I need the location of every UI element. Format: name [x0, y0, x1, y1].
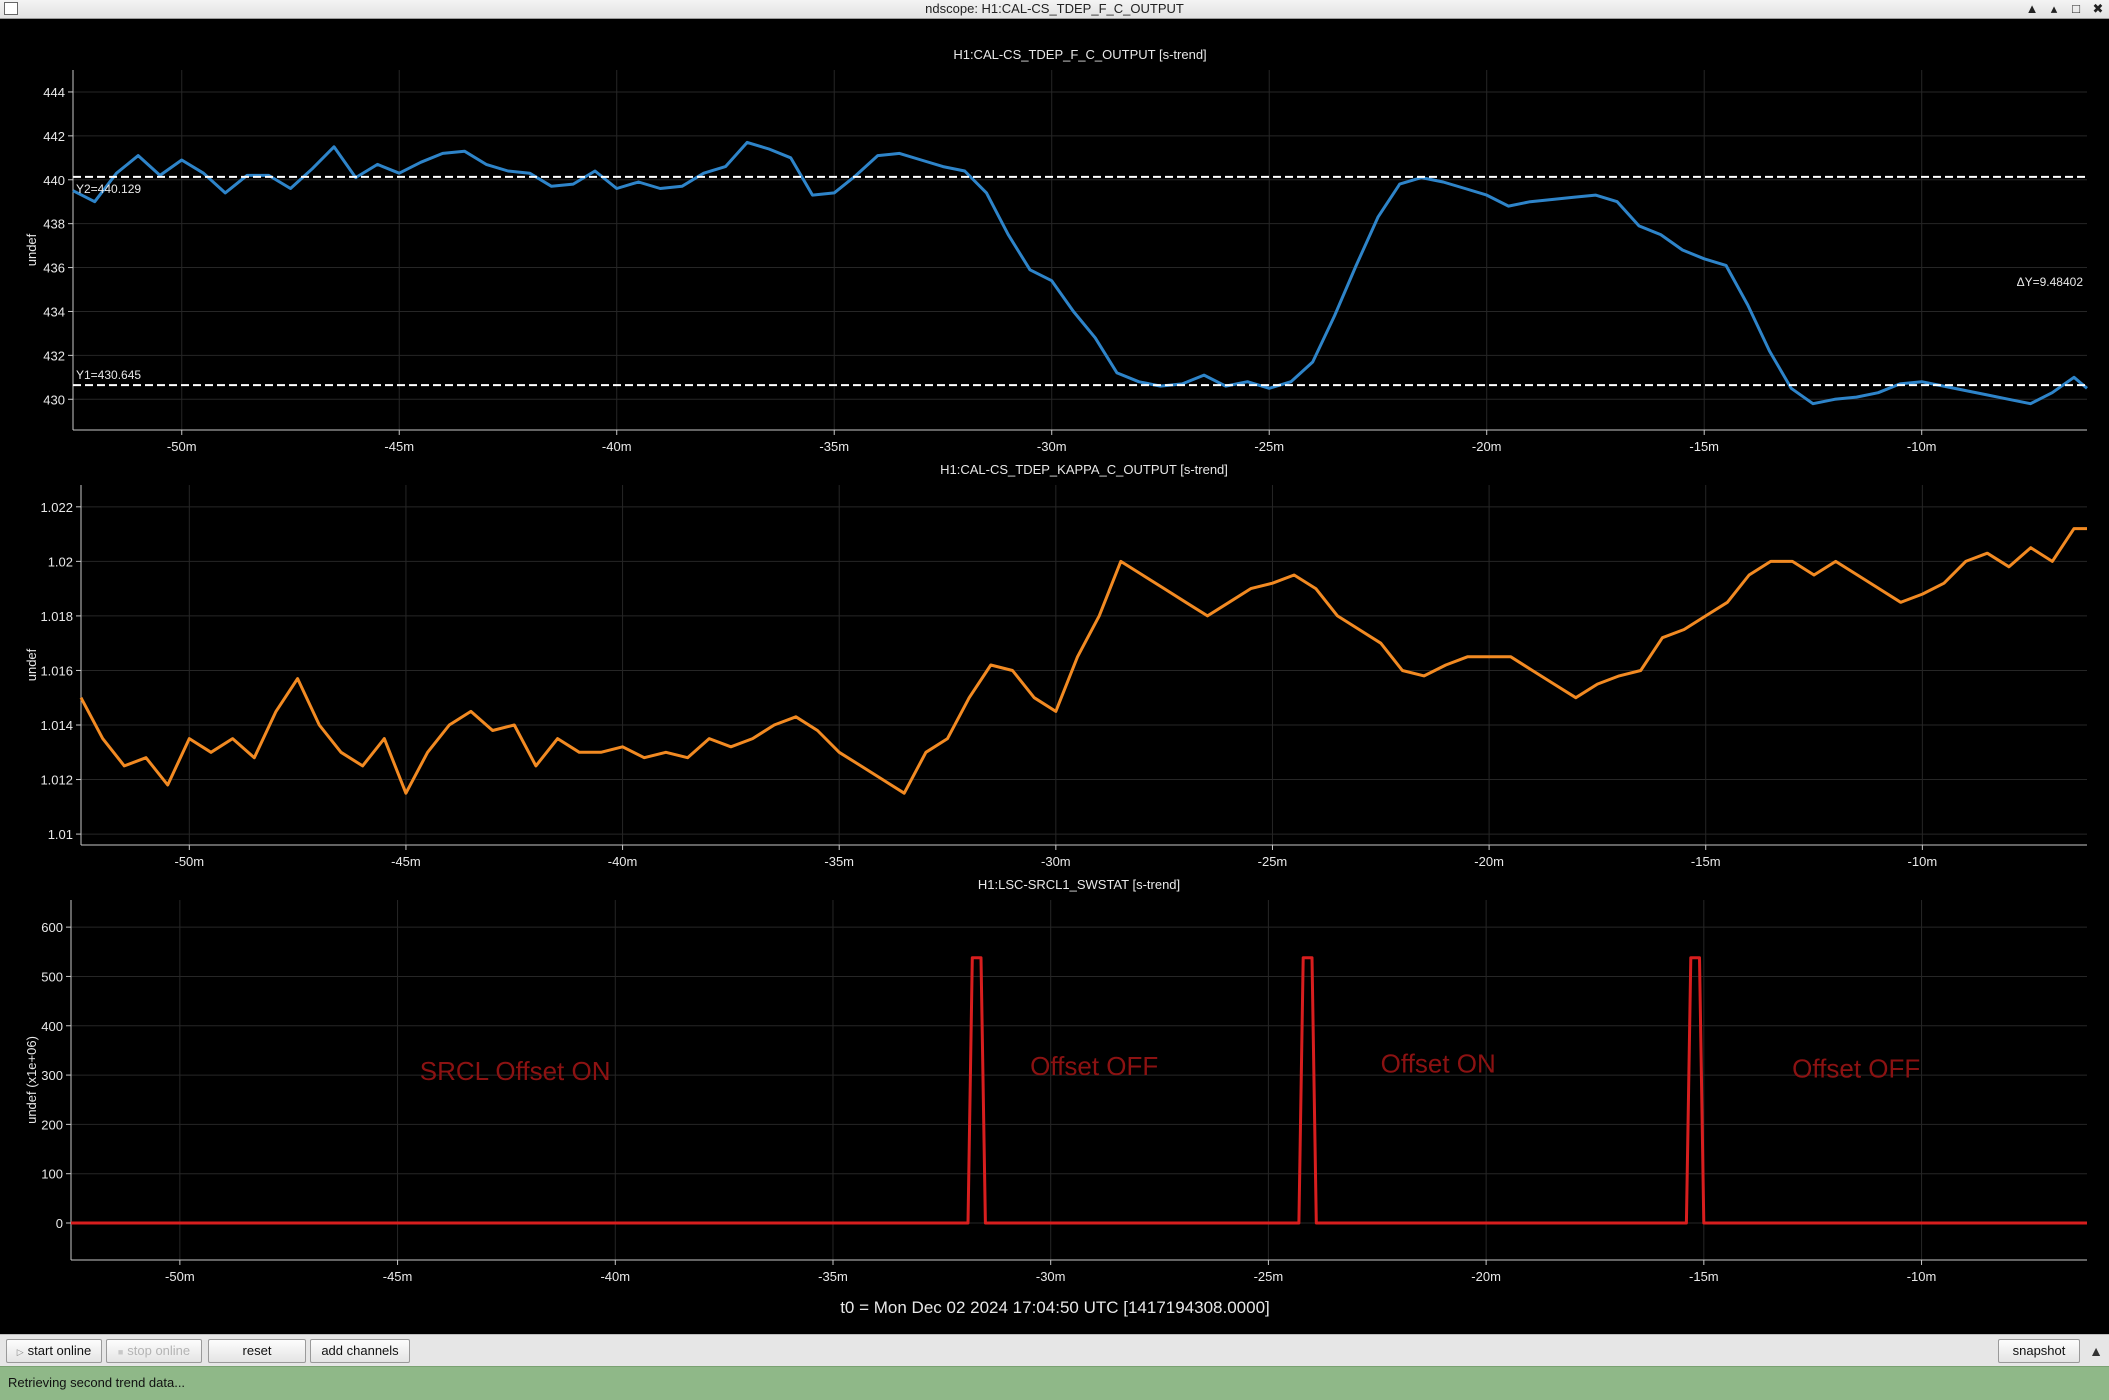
plot-area[interactable]: H1:CAL-CS_TDEP_F_C_OUTPUT [s-trend] undef…	[0, 19, 2109, 1334]
x-tick-label: -35m	[824, 854, 854, 869]
x-tick-label: -15m	[1689, 439, 1719, 454]
x-tick-label: -20m	[1472, 439, 1502, 454]
annotation-text: Offset ON	[1381, 1049, 1496, 1079]
x-tick-label: -25m	[1254, 1269, 1284, 1284]
reset-button[interactable]: reset	[208, 1339, 306, 1363]
y-tick-label: 1.022	[40, 500, 73, 515]
window-titlebar: ndscope: H1:CAL-CS_TDEP_F_C_OUTPUT ▲ ▴ □…	[0, 0, 2109, 19]
stop-online-label: stop online	[127, 1343, 191, 1358]
y-tick-label: 300	[41, 1068, 63, 1083]
y-tick-label: 434	[43, 304, 65, 319]
y-tick-label: 400	[41, 1019, 63, 1034]
x-tick-label: -50m	[167, 439, 197, 454]
x-tick-label: -35m	[819, 439, 849, 454]
x-tick-label: -30m	[1036, 1269, 1066, 1284]
y-tick-label: 1.02	[48, 554, 73, 569]
y-tick-label: 1.014	[40, 718, 73, 733]
x-tick-label: -10m	[1908, 854, 1938, 869]
x-tick-label: -10m	[1907, 439, 1937, 454]
restore-icon[interactable]: ▴	[2050, 1, 2058, 16]
y-tick-label: 1.016	[40, 663, 73, 678]
x-tick-label: -25m	[1254, 439, 1284, 454]
window-title: ndscope: H1:CAL-CS_TDEP_F_C_OUTPUT	[925, 1, 1184, 16]
stop-online-button[interactable]: ■ stop online	[106, 1339, 202, 1363]
series-line	[72, 140, 2088, 406]
annotation-text: Offset OFF	[1792, 1054, 1920, 1084]
start-online-button[interactable]: ▷ start online	[6, 1339, 102, 1363]
close-icon[interactable]: ✖	[2092, 1, 2104, 16]
y-tick-label: 440	[43, 173, 65, 188]
x-tick-label: -25m	[1258, 854, 1288, 869]
cursor-delta-label: ΔY=9.48402	[2017, 275, 2084, 289]
plot-title: H1:CAL-CS_TDEP_F_C_OUTPUT [s-trend]	[953, 47, 1206, 62]
x-tick-label: -30m	[1041, 854, 1071, 869]
x-tick-label: -45m	[383, 1269, 413, 1284]
add-channels-button[interactable]: add channels	[310, 1339, 410, 1363]
x-tick-label: -45m	[391, 854, 421, 869]
x-tick-label: -10m	[1907, 1269, 1937, 1284]
plot-title: H1:CAL-CS_TDEP_KAPPA_C_OUTPUT [s-trend]	[940, 462, 1228, 477]
y-tick-label: 600	[41, 920, 63, 935]
y-tick-label: 444	[43, 85, 65, 100]
cursor-y1-label: Y1=430.645	[76, 368, 141, 382]
annotation-text: Offset OFF	[1030, 1051, 1158, 1081]
y-tick-label: 1.018	[40, 609, 73, 624]
y-tick-label: 1.01	[48, 827, 73, 842]
stop-icon: ■	[117, 1347, 124, 1357]
y-tick-label: 200	[41, 1117, 63, 1132]
x-tick-label: -40m	[608, 854, 638, 869]
y-tick-label: 432	[43, 348, 65, 363]
series-line	[79, 527, 2087, 795]
x-tick-label: -50m	[165, 1269, 195, 1284]
y-tick-label: 0	[56, 1216, 63, 1231]
snapshot-button[interactable]: snapshot	[1998, 1339, 2080, 1363]
x-tick-label: -40m	[600, 1269, 630, 1284]
status-message: Retrieving second trend data...	[8, 1375, 186, 1390]
y-tick-label: 1.012	[40, 773, 73, 788]
y-tick-label: 500	[41, 969, 63, 984]
toolbar: ▷ start online ■ stop online reset add cha…	[0, 1334, 2109, 1366]
y-tick-label: 438	[43, 217, 65, 232]
x-tick-label: -45m	[384, 439, 414, 454]
y-tick-label: 436	[43, 261, 65, 276]
x-tick-label: -50m	[175, 854, 205, 869]
cursor-y2-label: Y2=440.129	[76, 182, 141, 196]
x-tick-label: -35m	[818, 1269, 848, 1284]
x-tick-label: -15m	[1691, 854, 1721, 869]
x-tick-label: -40m	[602, 439, 632, 454]
plot-panel-f-c[interactable]: H1:CAL-CS_TDEP_F_C_OUTPUT [s-trend] undef…	[24, 47, 2088, 454]
x-tick-label: -20m	[1471, 1269, 1501, 1284]
plot-title: H1:LSC-SRCL1_SWSTAT [s-trend]	[978, 877, 1180, 892]
play-icon: ▷	[16, 1347, 24, 1357]
plot-panel-srcl-swstat[interactable]: H1:LSC-SRCL1_SWSTAT [s-trend] undef (x1e+…	[24, 877, 2087, 1284]
start-online-label: start online	[27, 1343, 92, 1358]
y-axis-label: undef	[24, 648, 39, 681]
annotation-text: SRCL Offset ON	[420, 1056, 611, 1086]
y-tick-label: 430	[43, 392, 65, 407]
x-tick-label: -30m	[1037, 439, 1067, 454]
y-tick-label: 442	[43, 129, 65, 144]
y-axis-label: undef	[24, 233, 39, 266]
y-tick-label: 100	[41, 1167, 63, 1182]
x-tick-label: -15m	[1689, 1269, 1719, 1284]
series-line	[71, 956, 2087, 1225]
x-tick-label: -20m	[1474, 854, 1504, 869]
t0-label: t0 = Mon Dec 02 2024 17:04:50 UTC [14171…	[840, 1298, 1270, 1317]
maximize-icon[interactable]: □	[2072, 1, 2080, 16]
plot-panel-kappa-c[interactable]: H1:CAL-CS_TDEP_KAPPA_C_OUTPUT [s-trend] u…	[24, 462, 2087, 869]
y-axis-label: undef (x1e+06)	[24, 1036, 39, 1124]
scroll-up-icon[interactable]: ▲	[2089, 1343, 2103, 1359]
status-bar: Retrieving second trend data...	[0, 1366, 2109, 1400]
minimize-icon[interactable]: ▲	[2025, 1, 2039, 16]
app-icon	[4, 2, 18, 15]
